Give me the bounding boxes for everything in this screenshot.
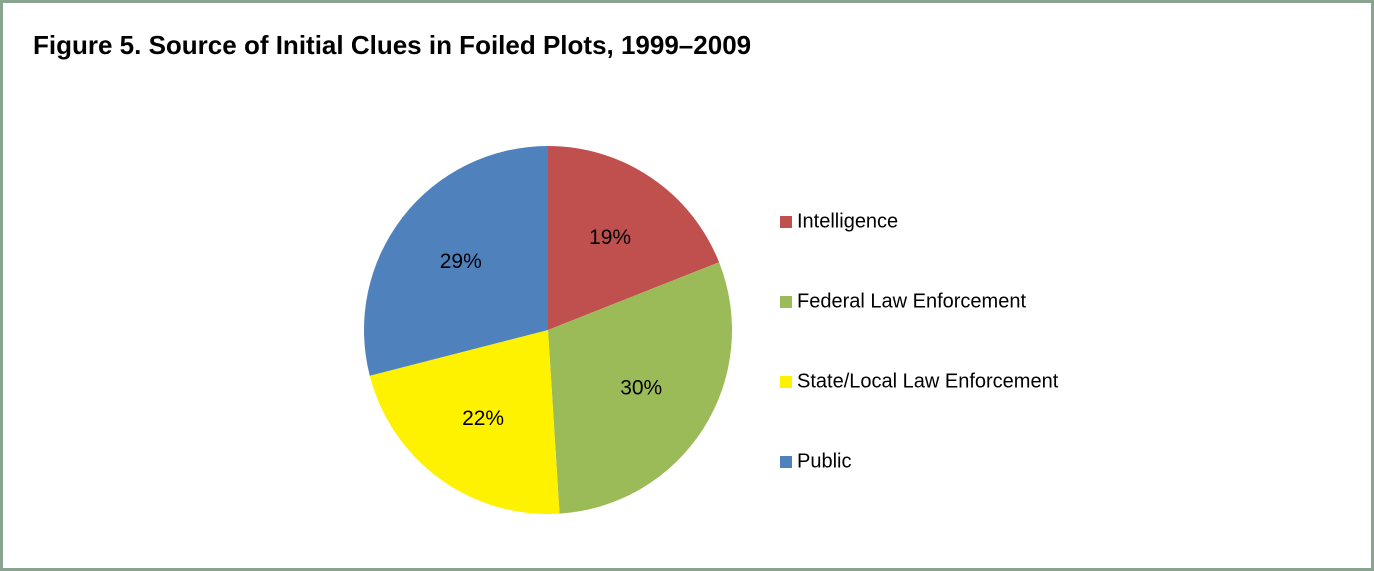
- pie-slice: [364, 146, 548, 376]
- legend-label: Intelligence: [797, 210, 898, 232]
- legend-label: Public: [797, 450, 851, 472]
- legend-label: Federal Law Enforcement: [797, 290, 1026, 312]
- legend-swatch: [780, 216, 792, 228]
- pie-slice: [548, 146, 720, 330]
- legend-swatch: [780, 376, 792, 388]
- data-label: 30%: [620, 377, 662, 400]
- legend-label: State/Local Law Enforcement: [797, 370, 1059, 392]
- legend-swatch: [780, 296, 792, 308]
- data-label: 19%: [589, 226, 631, 249]
- data-label: 22%: [462, 407, 504, 430]
- pie-slice: [369, 330, 560, 514]
- legend-swatch: [780, 456, 792, 468]
- chart-title: Figure 5. Source of Initial Clues in Foi…: [33, 30, 751, 60]
- data-label: 29%: [440, 250, 482, 273]
- pie-slice: [548, 262, 732, 514]
